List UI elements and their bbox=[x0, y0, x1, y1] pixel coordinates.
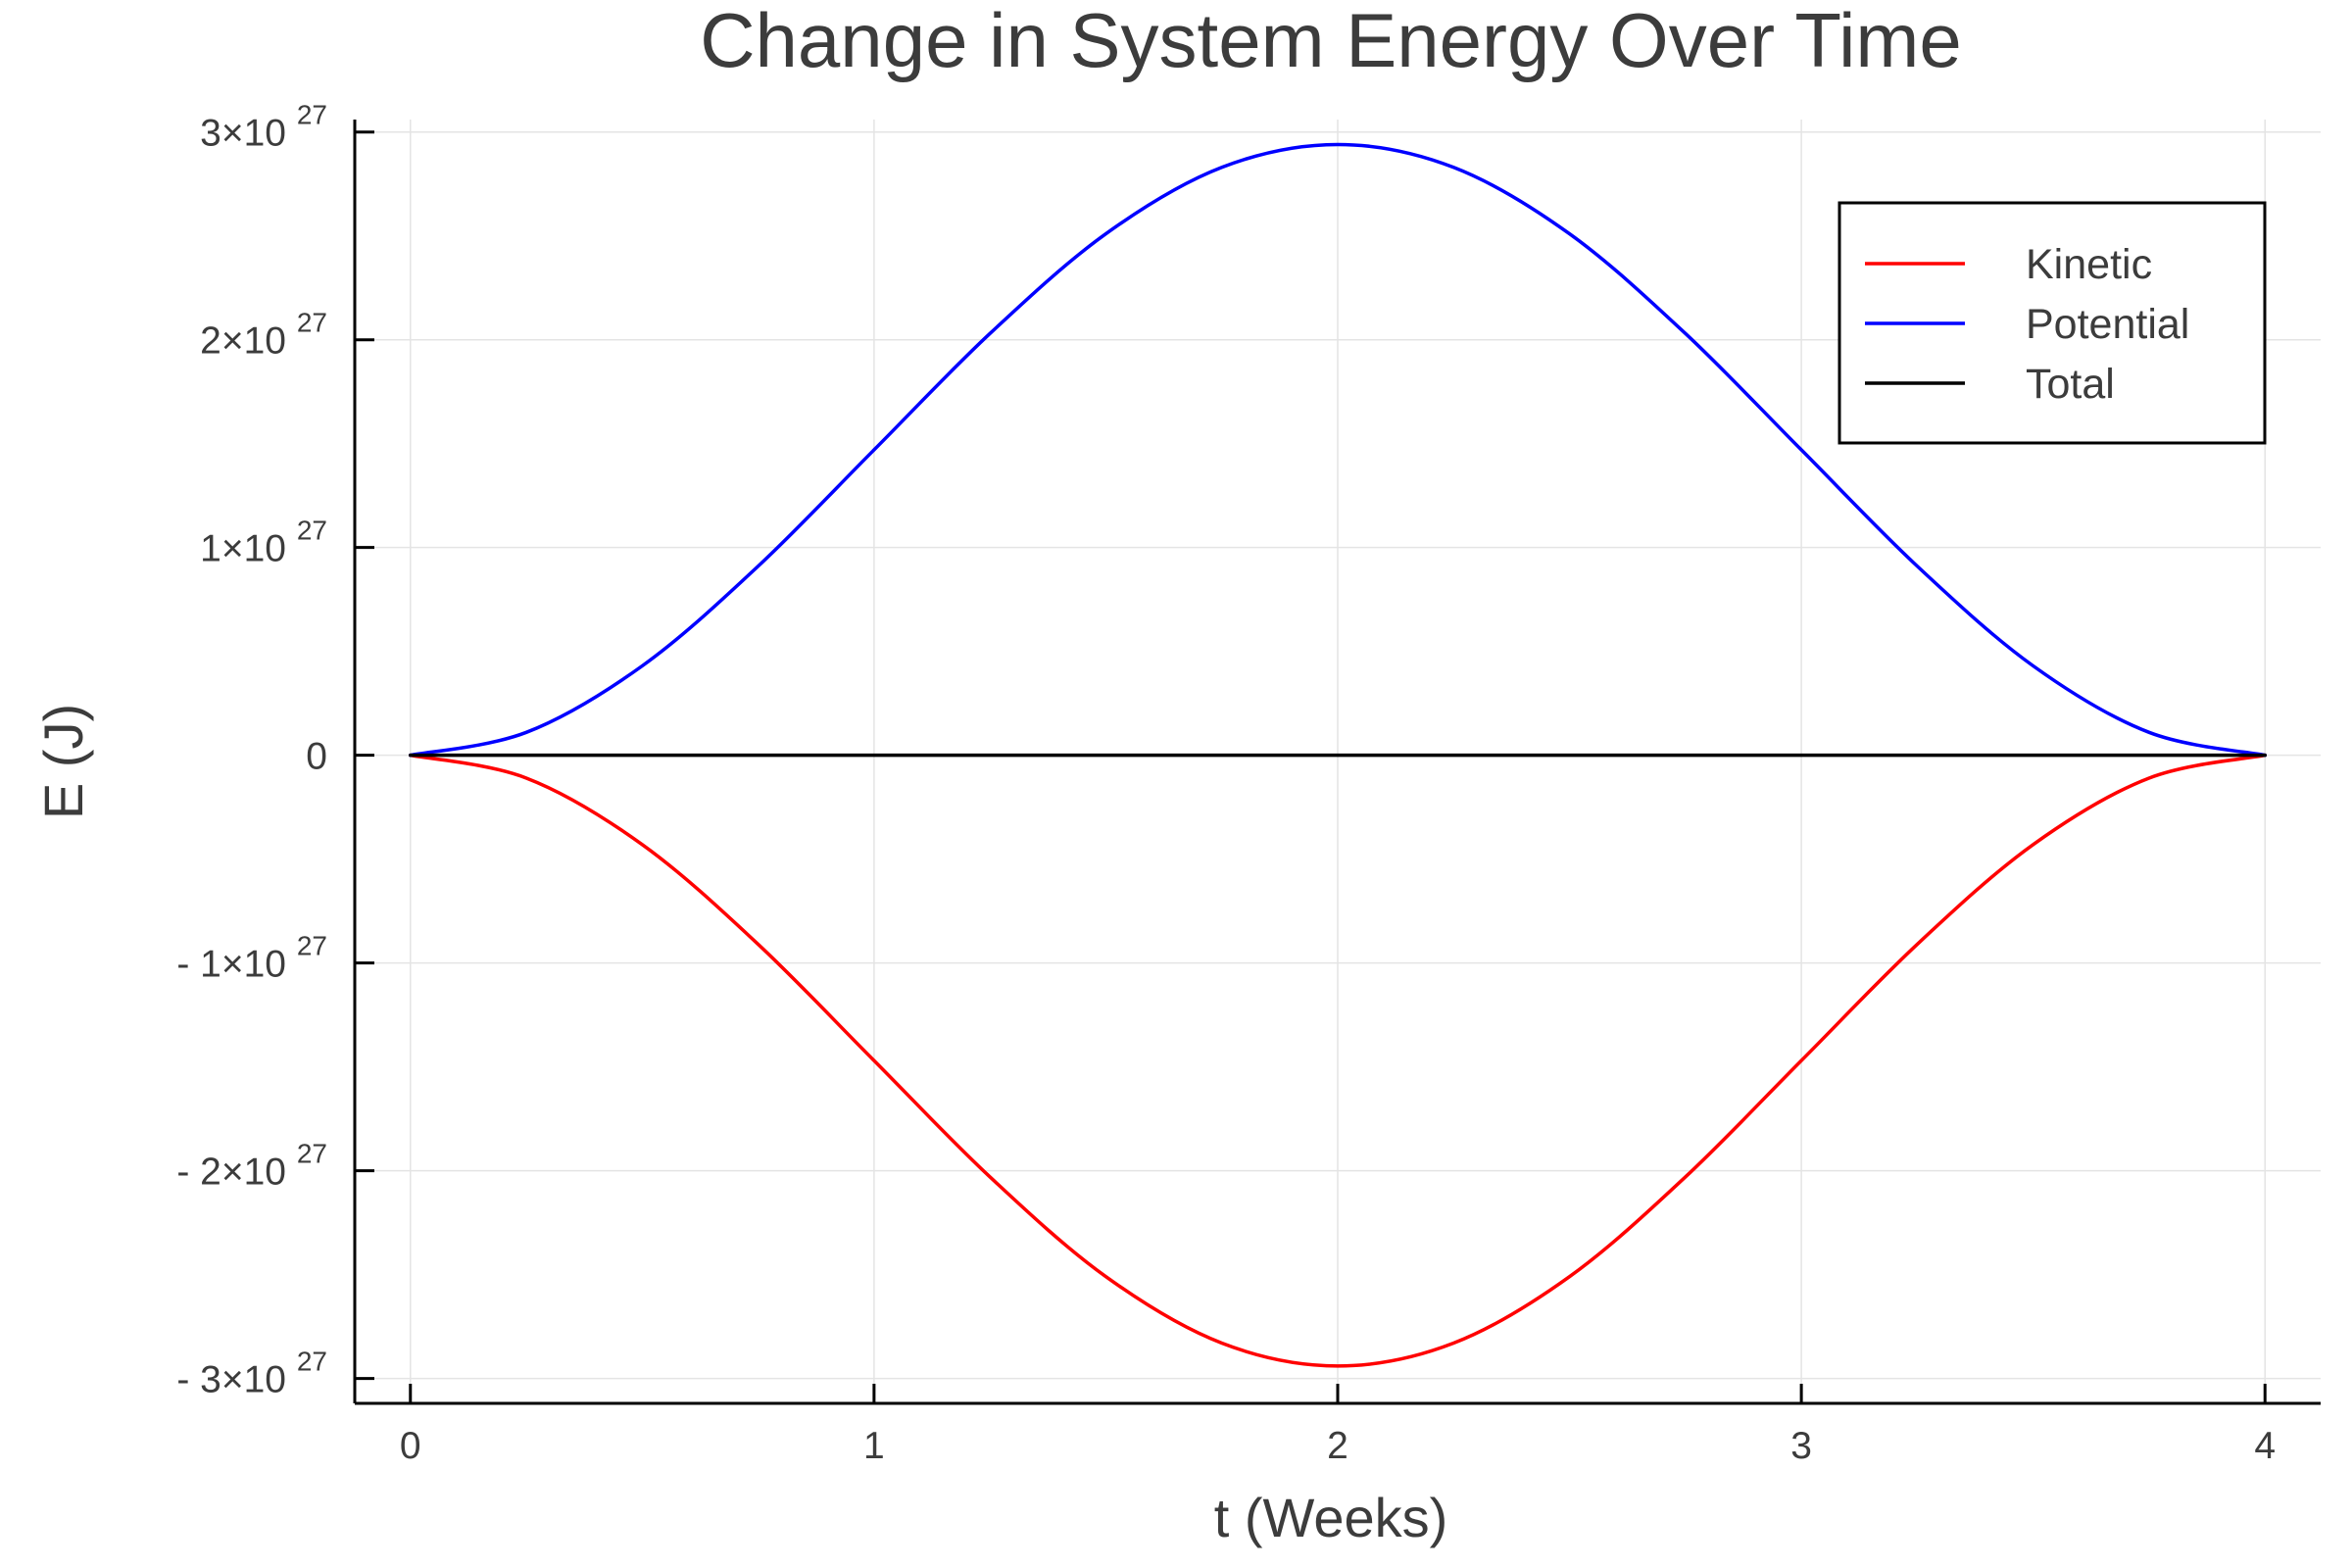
legend-label-potential: Potential bbox=[2026, 301, 2189, 348]
y-tick-label: - 3×10 27 bbox=[176, 1347, 327, 1401]
y-tick-label: 2×10 27 bbox=[200, 308, 327, 363]
x-axis-label: t (Weeks) bbox=[1214, 1487, 1448, 1548]
y-axis-label: E (J) bbox=[32, 704, 94, 819]
series-line-potential bbox=[409, 142, 2267, 758]
x-tick-label: 1 bbox=[863, 1425, 885, 1467]
legend-label-total: Total bbox=[2026, 361, 2115, 408]
legend: Kinetic Potential Total bbox=[1838, 201, 2267, 445]
y-tick-exponent: 27 bbox=[297, 515, 327, 546]
x-tick-label: 3 bbox=[1790, 1425, 1812, 1467]
y-tick-exponent: 27 bbox=[297, 100, 327, 130]
y-tick-mantissa: - 1×10 bbox=[176, 944, 297, 986]
x-tick-label: 4 bbox=[2254, 1425, 2276, 1467]
y-tick-mantissa: 3×10 bbox=[200, 113, 297, 155]
y-tick-exponent: 27 bbox=[297, 931, 327, 961]
legend-label-kinetic: Kinetic bbox=[2026, 241, 2152, 288]
y-tick-label: 3×10 27 bbox=[200, 100, 327, 155]
y-tick-exponent: 27 bbox=[297, 308, 327, 338]
x-tick-label: 0 bbox=[400, 1425, 421, 1467]
y-tick-mantissa: - 3×10 bbox=[176, 1359, 297, 1401]
y-tick-label: - 2×10 27 bbox=[176, 1139, 327, 1194]
y-tick-mantissa: - 2×10 bbox=[176, 1152, 297, 1194]
y-tick-mantissa: 2×10 bbox=[200, 320, 297, 363]
chart-title: Change in System Energy Over Time bbox=[700, 0, 1962, 83]
x-tick-label: 2 bbox=[1327, 1425, 1348, 1467]
y-tick-mantissa: 1×10 bbox=[200, 528, 297, 570]
y-tick-exponent: 27 bbox=[297, 1347, 327, 1377]
y-tick-label: - 1×10 27 bbox=[176, 931, 327, 986]
y-tick-label: 1×10 27 bbox=[200, 515, 327, 570]
y-tick-exponent: 27 bbox=[297, 1139, 327, 1169]
y-tick-label: 0 bbox=[306, 736, 327, 778]
series-lines bbox=[409, 142, 2267, 1368]
series-line-kinetic bbox=[409, 753, 2267, 1368]
